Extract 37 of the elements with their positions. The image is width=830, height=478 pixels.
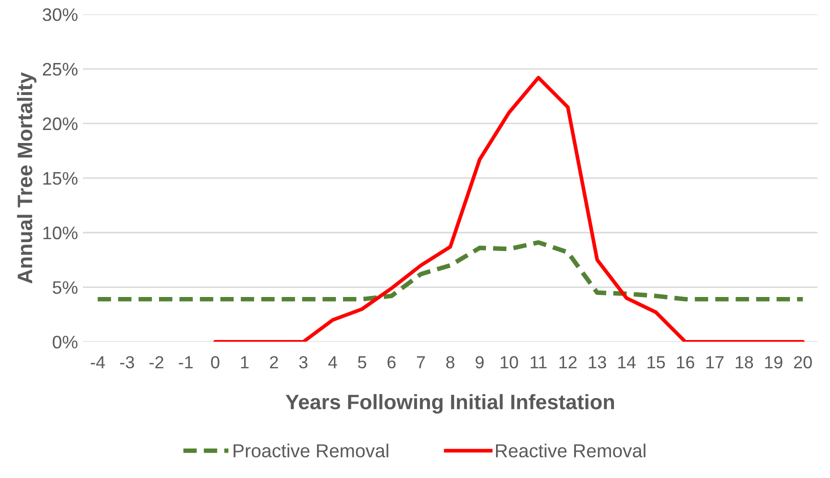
x-tick-label: 1 <box>241 356 249 368</box>
x-tick-label: 11 <box>530 356 547 368</box>
y-tick-label: 30% <box>42 8 78 22</box>
x-tick-label: 8 <box>446 356 454 368</box>
x-tick-label: 4 <box>328 356 338 368</box>
x-tick-label: 18 <box>736 356 753 368</box>
x-tick-label: 2 <box>270 356 278 368</box>
legend-label: Proactive Removal <box>234 444 388 458</box>
y-tick-label: 25% <box>42 62 78 76</box>
y-tick-label: 20% <box>42 117 78 130</box>
x-tick-label: 7 <box>416 356 425 368</box>
x-tick-label: 16 <box>677 356 694 368</box>
y-tick-label: 15% <box>43 172 78 185</box>
x-tick-label: 5 <box>358 356 366 368</box>
y-tick-label: 0% <box>52 336 78 348</box>
x-tick-label: 0 <box>211 356 220 368</box>
x-tick-label: 6 <box>388 356 396 368</box>
x-tick-label: 19 <box>765 356 782 368</box>
x-tick-label: 10 <box>500 356 518 368</box>
x-tick-label: 9 <box>476 356 484 368</box>
x-tick-label: 14 <box>618 356 636 368</box>
x-tick-label: 12 <box>559 356 577 368</box>
x-tick-label: -2 <box>150 356 164 368</box>
x-tick-label: 15 <box>648 356 665 368</box>
x-axis-title: Years Following Initial Infestation <box>286 394 614 414</box>
y-axis-title: Annual Tree Mortality <box>17 72 36 284</box>
line-series <box>213 76 805 342</box>
x-tick-label: -4 <box>90 356 105 368</box>
y-tick-label: 10% <box>43 226 78 240</box>
x-tick-label: -1 <box>178 356 193 368</box>
legend-label: Reactive Removal <box>496 444 646 458</box>
x-tick-label: 20 <box>794 356 812 368</box>
x-tick-label: 17 <box>706 356 724 368</box>
x-tick-label: 3 <box>299 356 308 368</box>
x-tick-label: -3 <box>120 356 134 368</box>
y-tick-label: 5% <box>52 281 78 294</box>
x-tick-label: 13 <box>588 356 606 368</box>
